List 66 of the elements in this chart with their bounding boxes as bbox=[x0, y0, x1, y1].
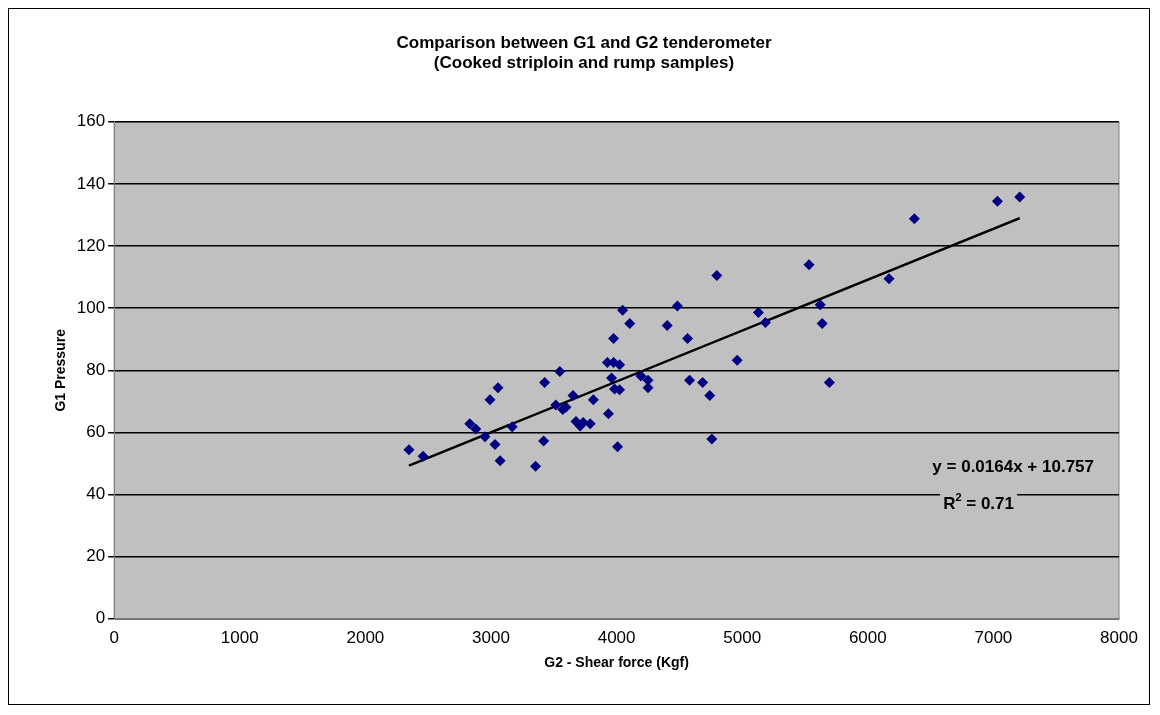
point bbox=[823, 376, 835, 388]
point bbox=[614, 359, 626, 371]
point bbox=[484, 394, 496, 406]
point bbox=[403, 444, 415, 456]
point bbox=[814, 299, 826, 311]
x-tick-label: 2000 bbox=[346, 627, 385, 647]
point bbox=[624, 317, 636, 329]
point bbox=[1014, 191, 1026, 203]
point bbox=[661, 320, 673, 332]
x-tick-label: 3000 bbox=[472, 627, 510, 647]
point bbox=[706, 433, 718, 445]
point bbox=[635, 370, 647, 382]
x-tick-label: 6000 bbox=[848, 627, 887, 647]
x-tick-label: 0 bbox=[109, 627, 119, 647]
x-tick-label: 1000 bbox=[220, 627, 259, 647]
y-tick-label: 120 bbox=[76, 235, 106, 255]
point bbox=[752, 307, 764, 319]
point bbox=[617, 304, 629, 316]
point bbox=[587, 394, 599, 406]
y-tick-label: 40 bbox=[86, 484, 106, 504]
point bbox=[538, 435, 550, 447]
point bbox=[492, 382, 504, 394]
point bbox=[697, 376, 709, 388]
y-tick-label: 140 bbox=[76, 173, 106, 193]
point bbox=[479, 431, 491, 443]
y-tick-label: 100 bbox=[76, 297, 106, 317]
point bbox=[711, 270, 723, 282]
point bbox=[908, 213, 920, 225]
point bbox=[554, 366, 566, 378]
y-tick-label: 160 bbox=[76, 111, 106, 131]
point bbox=[684, 374, 696, 386]
point bbox=[704, 389, 716, 401]
point bbox=[417, 450, 429, 462]
point bbox=[612, 441, 624, 453]
point bbox=[550, 399, 562, 411]
point bbox=[567, 389, 579, 401]
point bbox=[682, 333, 694, 345]
annotation: y = 0.0164x + 10.757 bbox=[932, 457, 1095, 477]
point bbox=[602, 408, 614, 420]
x-tick-label: 8000 bbox=[1100, 627, 1138, 647]
x-axis-title: G2 - Shear force (Kgf) bbox=[544, 654, 689, 671]
point bbox=[506, 421, 518, 433]
y-tick-label: 60 bbox=[86, 422, 106, 442]
x-tick-label: 4000 bbox=[597, 627, 636, 647]
point bbox=[530, 460, 542, 472]
point bbox=[539, 376, 551, 388]
x-tick-label: 5000 bbox=[723, 627, 762, 647]
point bbox=[464, 418, 476, 430]
point bbox=[470, 423, 482, 435]
point bbox=[608, 333, 620, 345]
point bbox=[816, 317, 828, 329]
point bbox=[991, 195, 1003, 207]
point bbox=[883, 273, 895, 285]
y-tick-label: 0 bbox=[95, 608, 106, 628]
chart-title: Comparison between G1 and G2 tenderometer (Cooked striploin and rump samples) bbox=[396, 32, 772, 73]
point bbox=[731, 354, 743, 366]
y-tick-label: 20 bbox=[86, 546, 106, 566]
y-axis-title: G1 Pressure bbox=[52, 328, 69, 412]
point bbox=[671, 300, 683, 312]
point bbox=[803, 259, 815, 271]
point bbox=[489, 439, 501, 451]
x-tick-label: 7000 bbox=[974, 627, 1013, 647]
point bbox=[606, 372, 618, 384]
point bbox=[759, 316, 771, 328]
point bbox=[494, 455, 506, 467]
y-tick-label: 80 bbox=[86, 359, 106, 379]
